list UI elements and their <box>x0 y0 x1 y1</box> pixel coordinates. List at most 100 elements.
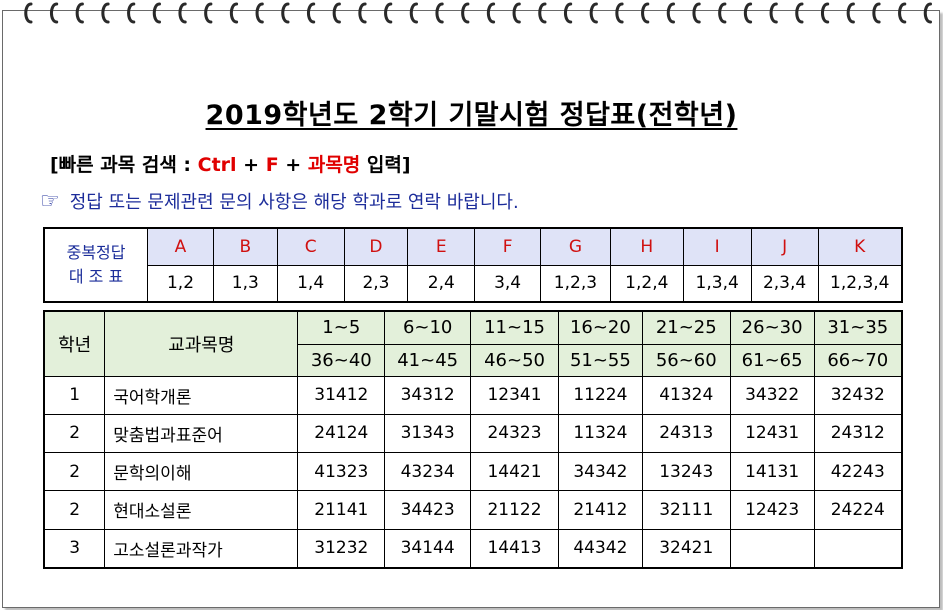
answer-combo-cell: 1,2,3,4 <box>817 264 903 303</box>
duplicate-key-row: 중복정답 대 조 표 A B C D E F G H I J K <box>43 227 903 303</box>
question-range-header: 61~65 <box>729 343 815 377</box>
table-row: 1 국어학개론 31412 34312 12341 11224 41324 34… <box>43 375 903 415</box>
answer-key-cell: B <box>212 227 278 266</box>
answer-cell: 24323 <box>470 413 559 454</box>
answer-key-cell: H <box>609 227 684 266</box>
binding-ring <box>538 2 547 24</box>
contact-notice: ☞ 정답 또는 문제관련 문의 사항은 해당 학과로 연락 바랍니다. <box>40 188 519 214</box>
answer-cell: 24224 <box>813 490 903 530</box>
binding-ring <box>255 2 264 24</box>
binding-ring <box>178 2 187 24</box>
binding-ring <box>846 2 855 24</box>
question-range-header: 6~10 <box>384 310 472 345</box>
answer-combo-cell: 1,3 <box>212 264 278 303</box>
answer-cell: 31232 <box>297 528 386 569</box>
binding-ring <box>769 2 778 24</box>
question-range-header: 51~55 <box>557 343 643 377</box>
notice-text: 정답 또는 문제관련 문의 사항은 해당 학과로 연락 바랍니다. <box>69 192 519 213</box>
binding-ring <box>743 2 753 24</box>
answer-cell <box>729 528 815 569</box>
answer-cell: 31343 <box>384 413 472 454</box>
answer-table: 학년 교과목명 1~5 6~10 11~15 16~20 21~25 26~30… <box>43 310 903 569</box>
answer-cell: 14131 <box>729 451 815 492</box>
duplicate-value-row: 1,2 1,3 1,4 2,3 2,4 3,4 1,2,3 1,2,4 1,3,… <box>44 264 903 303</box>
table-row: 2 맞춤법과표준어 24124 31343 24323 11324 24313 … <box>43 413 903 454</box>
binding-ring <box>409 2 418 24</box>
question-range-header: 56~60 <box>641 343 731 377</box>
binding-ring <box>486 2 496 24</box>
answer-cell: 11224 <box>557 375 643 415</box>
answer-key-cell: F <box>474 227 541 266</box>
binding-ring <box>127 2 136 24</box>
answer-combo-cell: 3,4 <box>474 264 541 303</box>
question-range-header: 26~30 <box>729 310 815 345</box>
answer-cell: 32111 <box>641 490 731 530</box>
question-range-header: 16~20 <box>557 310 643 345</box>
grade-cell: 2 <box>43 451 106 492</box>
answer-combo-cell: 1,2 <box>147 264 214 303</box>
question-range-header: 36~40 <box>297 343 386 377</box>
grade-cell: 2 <box>43 413 106 454</box>
answer-cell: 24313 <box>641 413 731 454</box>
answer-cell: 24124 <box>297 413 386 454</box>
answer-key-cell: E <box>407 227 476 266</box>
answer-cell: 34322 <box>729 375 815 415</box>
binding-ring <box>204 2 213 24</box>
question-range-header: 41~45 <box>384 343 472 377</box>
binding-ring <box>306 2 316 24</box>
search-hint: [빠른 과목 검색 : Ctrl + F + 과목명 입력] <box>50 154 411 176</box>
answer-cell: 41323 <box>297 451 386 492</box>
binding-ring <box>641 2 650 24</box>
answer-combo-cell: 1,2,4 <box>609 264 684 303</box>
binding-ring <box>615 2 624 24</box>
subject-cell: 국어학개론 <box>104 375 299 415</box>
answer-cell: 41324 <box>641 375 731 415</box>
answer-key-cell: J <box>750 227 819 266</box>
binding-ring <box>898 2 907 24</box>
binding-ring <box>152 2 161 24</box>
binding-ring <box>435 2 444 24</box>
answer-key-cell: D <box>343 227 409 266</box>
answer-cell: 43234 <box>384 451 472 492</box>
binding-ring <box>795 2 804 24</box>
binding-ring <box>872 2 881 24</box>
duplicate-table-label: 중복정답 대 조 표 <box>43 227 149 303</box>
binding-ring <box>461 2 470 24</box>
binding-ring <box>384 2 393 24</box>
binding-ring <box>923 2 932 24</box>
binding-ring <box>24 2 33 24</box>
question-range-header: 11~15 <box>470 310 559 345</box>
answer-combo-cell: 1,4 <box>276 264 345 303</box>
table-row: 3 고소설론과작가 31232 34144 14413 44342 32421 <box>43 528 903 569</box>
answer-key-cell: K <box>817 227 903 266</box>
answer-cell: 44342 <box>557 528 643 569</box>
binding-ring <box>49 2 59 24</box>
answer-combo-cell: 2,4 <box>407 264 476 303</box>
subject-header: 교과목명 <box>104 310 299 377</box>
binding-ring <box>718 2 727 24</box>
answer-cell: 21141 <box>297 490 386 530</box>
binding-ring <box>589 2 598 24</box>
answer-cell: 34144 <box>384 528 472 569</box>
binding-ring <box>563 2 573 24</box>
spiral-binding <box>24 2 932 24</box>
duplicate-answer-table: 중복정답 대 조 표 A B C D E F G H I J K 1,2 1,3 … <box>43 227 903 303</box>
question-range-header: 46~50 <box>470 343 559 377</box>
answer-key-cell: A <box>147 227 214 266</box>
question-range-header: 31~35 <box>813 310 903 345</box>
answer-cell: 32421 <box>641 528 731 569</box>
binding-ring <box>820 2 830 24</box>
header-row-top: 학년 교과목명 1~5 6~10 11~15 16~20 21~25 26~30… <box>43 310 903 377</box>
answer-cell: 31412 <box>297 375 386 415</box>
table-row: 2 문학의이해 41323 43234 14421 34342 13243 14… <box>43 451 903 492</box>
binding-ring <box>281 2 290 24</box>
grade-cell: 1 <box>43 375 106 415</box>
answer-cell: 34423 <box>384 490 472 530</box>
grade-cell: 3 <box>43 528 106 569</box>
answer-combo-cell: 2,3 <box>343 264 409 303</box>
answer-cell: 12341 <box>470 375 559 415</box>
answer-cell: 21122 <box>470 490 559 530</box>
binding-ring <box>358 2 367 24</box>
answer-cell: 21412 <box>557 490 643 530</box>
binding-ring <box>332 2 341 24</box>
